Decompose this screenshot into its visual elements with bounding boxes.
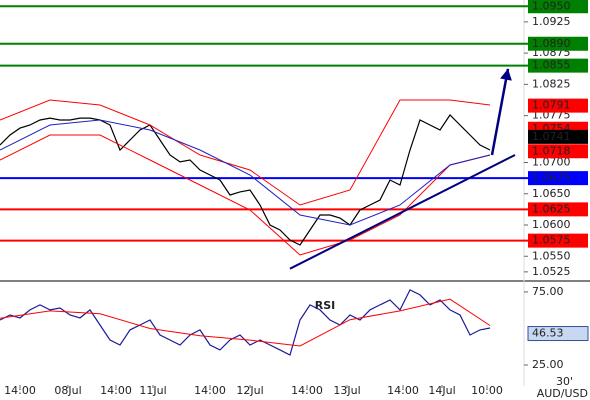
- arrow: [490, 68, 510, 156]
- level-label: 1.0675: [532, 171, 571, 184]
- y-tick-label: 1.0600: [532, 218, 571, 231]
- y-tick-label: 1.0925: [532, 15, 571, 28]
- x-tick-label: 14:00: [387, 384, 419, 397]
- price-marker: [528, 144, 588, 159]
- y-tick-label: 1.0825: [532, 77, 571, 90]
- price-marker-label: 1.0741: [532, 130, 571, 143]
- level-label: 1.0625: [532, 202, 571, 215]
- x-tick-label: 14Jul: [428, 384, 455, 397]
- y-tick-label: 75.00: [532, 285, 564, 298]
- x-tick-label: 14:00: [291, 384, 323, 397]
- level-box: [528, 202, 588, 217]
- y-tick-label: 1.0550: [532, 249, 571, 262]
- x-tick-label: 10:00: [471, 384, 503, 397]
- y-tick-label: 1.0525: [532, 265, 571, 278]
- price-marker: [527, 326, 589, 342]
- y-tick-label: 1.0700: [532, 156, 571, 169]
- series-line: [0, 119, 491, 226]
- level-box: [528, 171, 588, 186]
- level-label: 1.0855: [532, 59, 571, 72]
- x-tick-label: 14:00: [100, 384, 132, 397]
- level-box: [528, 58, 588, 73]
- x-tick-label: 11Jul: [139, 384, 166, 397]
- x-tick-label: 12Jul: [236, 384, 263, 397]
- series-line: [0, 99, 491, 206]
- trendline: [289, 154, 516, 270]
- y-tick-label: 1.0650: [532, 187, 571, 200]
- level-box: [528, 0, 588, 14]
- x-tick-label: 13Jul: [333, 384, 360, 397]
- y-tick-label: 25.00: [532, 358, 564, 371]
- price-marker: [528, 98, 588, 113]
- price-marker: [528, 129, 588, 144]
- level-box: [528, 36, 588, 51]
- level-box: [528, 233, 588, 248]
- level-label: 1.0890: [532, 37, 571, 50]
- series-line: [0, 298, 491, 347]
- price-marker-label: 1.0791: [532, 99, 571, 112]
- level-label: 1.0950: [532, 0, 571, 12]
- x-tick-label: 08Jul: [54, 384, 81, 397]
- arrow-head: [500, 68, 512, 81]
- x-tick-label: 14:00: [194, 384, 226, 397]
- series-line: [0, 134, 491, 256]
- level-label: 1.0575: [532, 234, 571, 247]
- symbol: AUD/USD: [537, 387, 588, 400]
- price-marker-label: 1.0718: [532, 144, 571, 157]
- timeframe: 30': [556, 375, 573, 388]
- series-line: [0, 114, 491, 246]
- x-tick-label: 14:00: [4, 384, 36, 397]
- price-marker-label: 46.53: [532, 327, 564, 340]
- panel-title: RSI: [315, 299, 336, 312]
